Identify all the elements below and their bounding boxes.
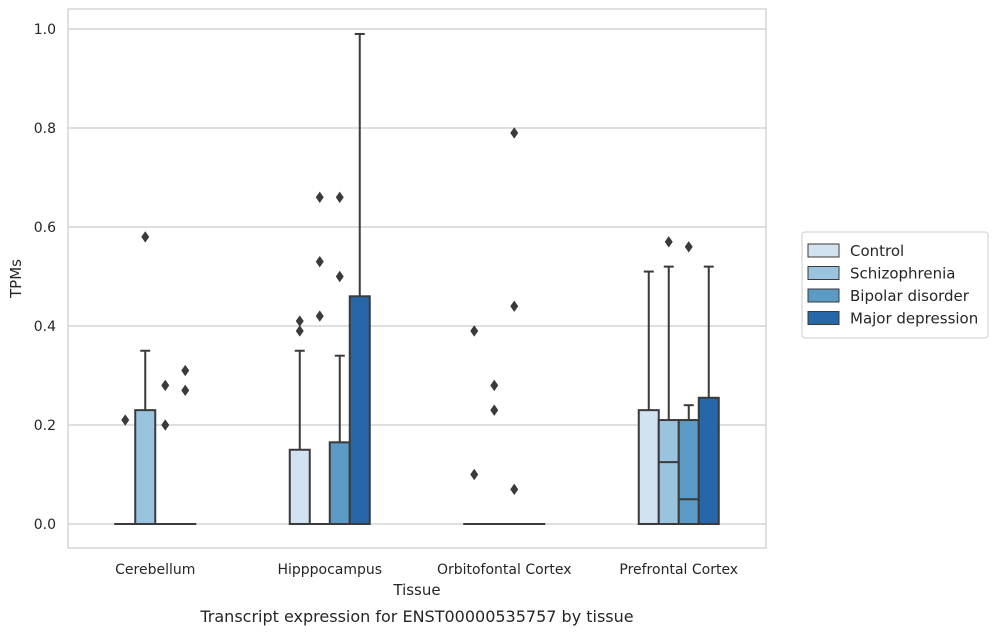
legend-swatch — [808, 267, 839, 280]
x-tick-label: Orbitofontal Cortex — [437, 562, 572, 578]
x-tick-label: Hipppocampus — [277, 562, 382, 578]
legend-swatch — [808, 244, 839, 257]
y-tick-label: 1.0 — [34, 22, 56, 38]
box-body — [290, 450, 310, 524]
x-axis-title: Tissue — [392, 581, 440, 599]
chart-caption: Transcript expression for ENST0000053575… — [199, 607, 633, 626]
box-body — [639, 410, 659, 524]
y-tick-label: 0.0 — [34, 517, 56, 533]
box-body — [330, 442, 350, 524]
y-axis-title: TPMs — [7, 259, 25, 299]
legend-label: Control — [850, 242, 904, 260]
box-body — [679, 420, 699, 524]
x-tick-label: Cerebellum — [115, 562, 195, 578]
box-body — [135, 410, 155, 524]
y-tick-label: 0.6 — [34, 220, 56, 236]
box-body — [659, 420, 679, 524]
legend-label: Schizophrenia — [850, 265, 955, 283]
legend-label: Major depression — [850, 310, 978, 328]
box-body — [699, 398, 719, 524]
legend: Control Schizophrenia Bipolar disorder Majo… — [802, 232, 988, 338]
legend-swatch — [808, 289, 839, 302]
legend-label: Bipolar disorder — [850, 287, 970, 305]
y-tick-label: 0.8 — [34, 121, 56, 137]
y-tick-label: 0.4 — [34, 319, 56, 335]
box-body — [350, 296, 370, 524]
legend-swatch — [808, 312, 839, 325]
y-tick-label: 0.2 — [34, 418, 56, 434]
x-tick-label: Prefrontal Cortex — [619, 562, 738, 578]
